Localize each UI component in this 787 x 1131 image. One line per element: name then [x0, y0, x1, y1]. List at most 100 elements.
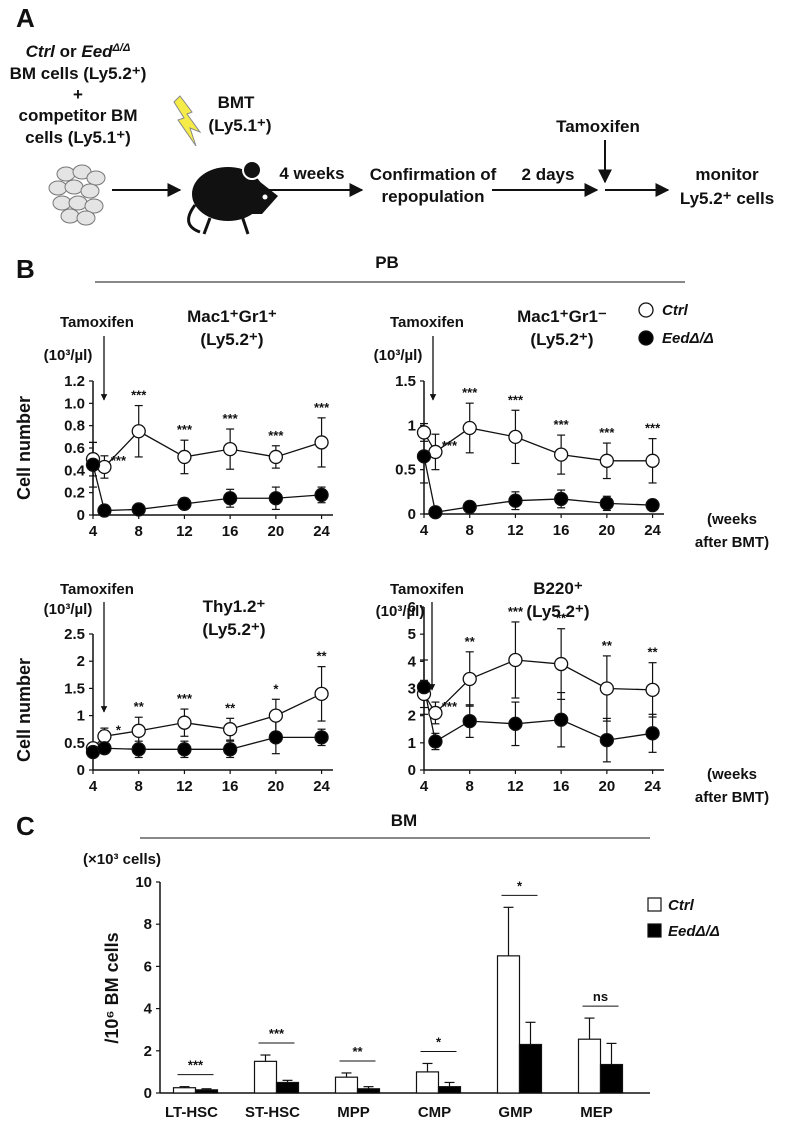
legend-marker [638, 330, 654, 346]
y-tick-label: 0 [408, 762, 416, 779]
y-tick-label: 6 [408, 599, 416, 616]
x-tick-label: 20 [599, 778, 616, 795]
data-point [222, 441, 238, 457]
x-axis-title: (weeks [707, 766, 757, 783]
data-point [222, 722, 238, 737]
data-point [599, 496, 615, 511]
data-point [131, 723, 146, 738]
data-point [599, 681, 615, 696]
mouse-icon [187, 160, 278, 235]
chart-title: (Ly5.2⁺) [202, 620, 265, 639]
donor-line: competitor BM [19, 106, 138, 125]
y-tick-label: 1 [77, 708, 85, 725]
annotation: Tamoxifen [390, 314, 464, 331]
step-label: monitor [695, 165, 759, 184]
y-unit: (10³/µl) [44, 601, 93, 618]
y-tick-label: 1.0 [64, 395, 85, 412]
significance: * [273, 681, 279, 696]
significance: ** [317, 649, 328, 664]
data-point [553, 656, 569, 672]
data-point [314, 730, 329, 745]
y-tick-label: 0 [144, 1085, 152, 1102]
y-tick-label: 0.6 [64, 440, 85, 457]
bar [253, 1060, 278, 1094]
x-tick-label: 24 [644, 522, 661, 539]
y-tick-label: 1.2 [64, 373, 85, 390]
x-axis-title: (weeks [707, 511, 757, 528]
x-tick-label: 16 [553, 778, 570, 795]
x-axis-title: after BMT) [695, 789, 769, 806]
text: Ctrl [26, 42, 57, 61]
legend-label: Ctrl [668, 897, 695, 914]
donor-line: cells (Ly5.1⁺) [25, 128, 131, 147]
bar [518, 1043, 543, 1094]
step-label: BMT [218, 93, 255, 112]
x-tick-label: 8 [135, 778, 143, 795]
significance: *** [442, 438, 458, 453]
data-point [645, 682, 660, 698]
x-tick-label: 16 [553, 522, 570, 539]
data-point [85, 457, 101, 472]
x-axis-title: after BMT) [695, 534, 769, 551]
data-point [314, 487, 329, 503]
text: Eed [81, 42, 113, 61]
step-label: 2 days [522, 165, 575, 184]
data-point [222, 742, 238, 757]
significance: *** [177, 422, 193, 437]
y-tick-label: 2 [144, 1043, 152, 1060]
x-tick-label: 8 [466, 778, 474, 795]
bar [599, 1063, 624, 1094]
step-label: Tamoxifen [556, 117, 640, 136]
panel-title: PB [375, 253, 399, 272]
x-tick-label: 20 [268, 778, 285, 795]
legend-marker [647, 897, 662, 912]
significance: * [116, 722, 122, 737]
significance: *** [111, 453, 127, 468]
x-tick-label: LT-HSC [165, 1104, 218, 1121]
x-tick-label: GMP [498, 1104, 532, 1121]
series-line [92, 430, 322, 468]
data-point [177, 449, 192, 465]
y-tick-label: 0 [408, 506, 416, 523]
significance: *** [177, 691, 193, 706]
chart-title: (Ly5.2⁺) [526, 602, 589, 621]
significance: *** [269, 1026, 285, 1041]
data-point [462, 671, 477, 687]
y-axis-title: Cell number [14, 658, 34, 762]
x-tick-label: CMP [418, 1104, 451, 1121]
chart-title: (Ly5.2⁺) [530, 330, 593, 349]
legend-label: EedΔ/Δ [662, 330, 714, 347]
donor-line: Ctrl or EedΔ/Δ [26, 42, 131, 61]
y-unit: (10³/µl) [374, 347, 423, 364]
series-line [423, 659, 653, 714]
donor-line: BM cells (Ly5.2⁺) [10, 64, 147, 83]
bar [334, 1076, 359, 1094]
data-point [508, 652, 523, 668]
x-tick-label: ST-HSC [245, 1104, 300, 1121]
chart-title: B220⁺ [533, 579, 583, 598]
y-tick-label: 0.8 [64, 418, 85, 435]
donor-line: + [73, 85, 83, 104]
bar [437, 1086, 462, 1094]
data-point [645, 726, 660, 741]
y-tick-label: 0.4 [64, 462, 86, 479]
step-label: Ly5.2⁺ cells [680, 189, 774, 208]
y-tick-label: 1 [408, 417, 416, 434]
y-axis-title: Cell number [14, 396, 34, 500]
data-point [222, 491, 238, 506]
data-point [553, 447, 569, 462]
x-tick-label: 4 [89, 523, 98, 540]
annotation: Tamoxifen [60, 314, 134, 331]
significance: * [436, 1034, 442, 1049]
significance: ** [602, 638, 613, 653]
y-tick-label: 3 [408, 681, 416, 698]
step-label: 4 weeks [279, 164, 344, 183]
data-point [416, 449, 432, 464]
x-tick-label: 12 [507, 522, 524, 539]
data-point [97, 459, 112, 475]
data-point [553, 491, 569, 507]
data-point [314, 435, 329, 450]
lightning-icon [173, 95, 202, 147]
significance: ns [593, 989, 608, 1004]
y-axis-title: /10⁶ BM cells [102, 932, 122, 1043]
